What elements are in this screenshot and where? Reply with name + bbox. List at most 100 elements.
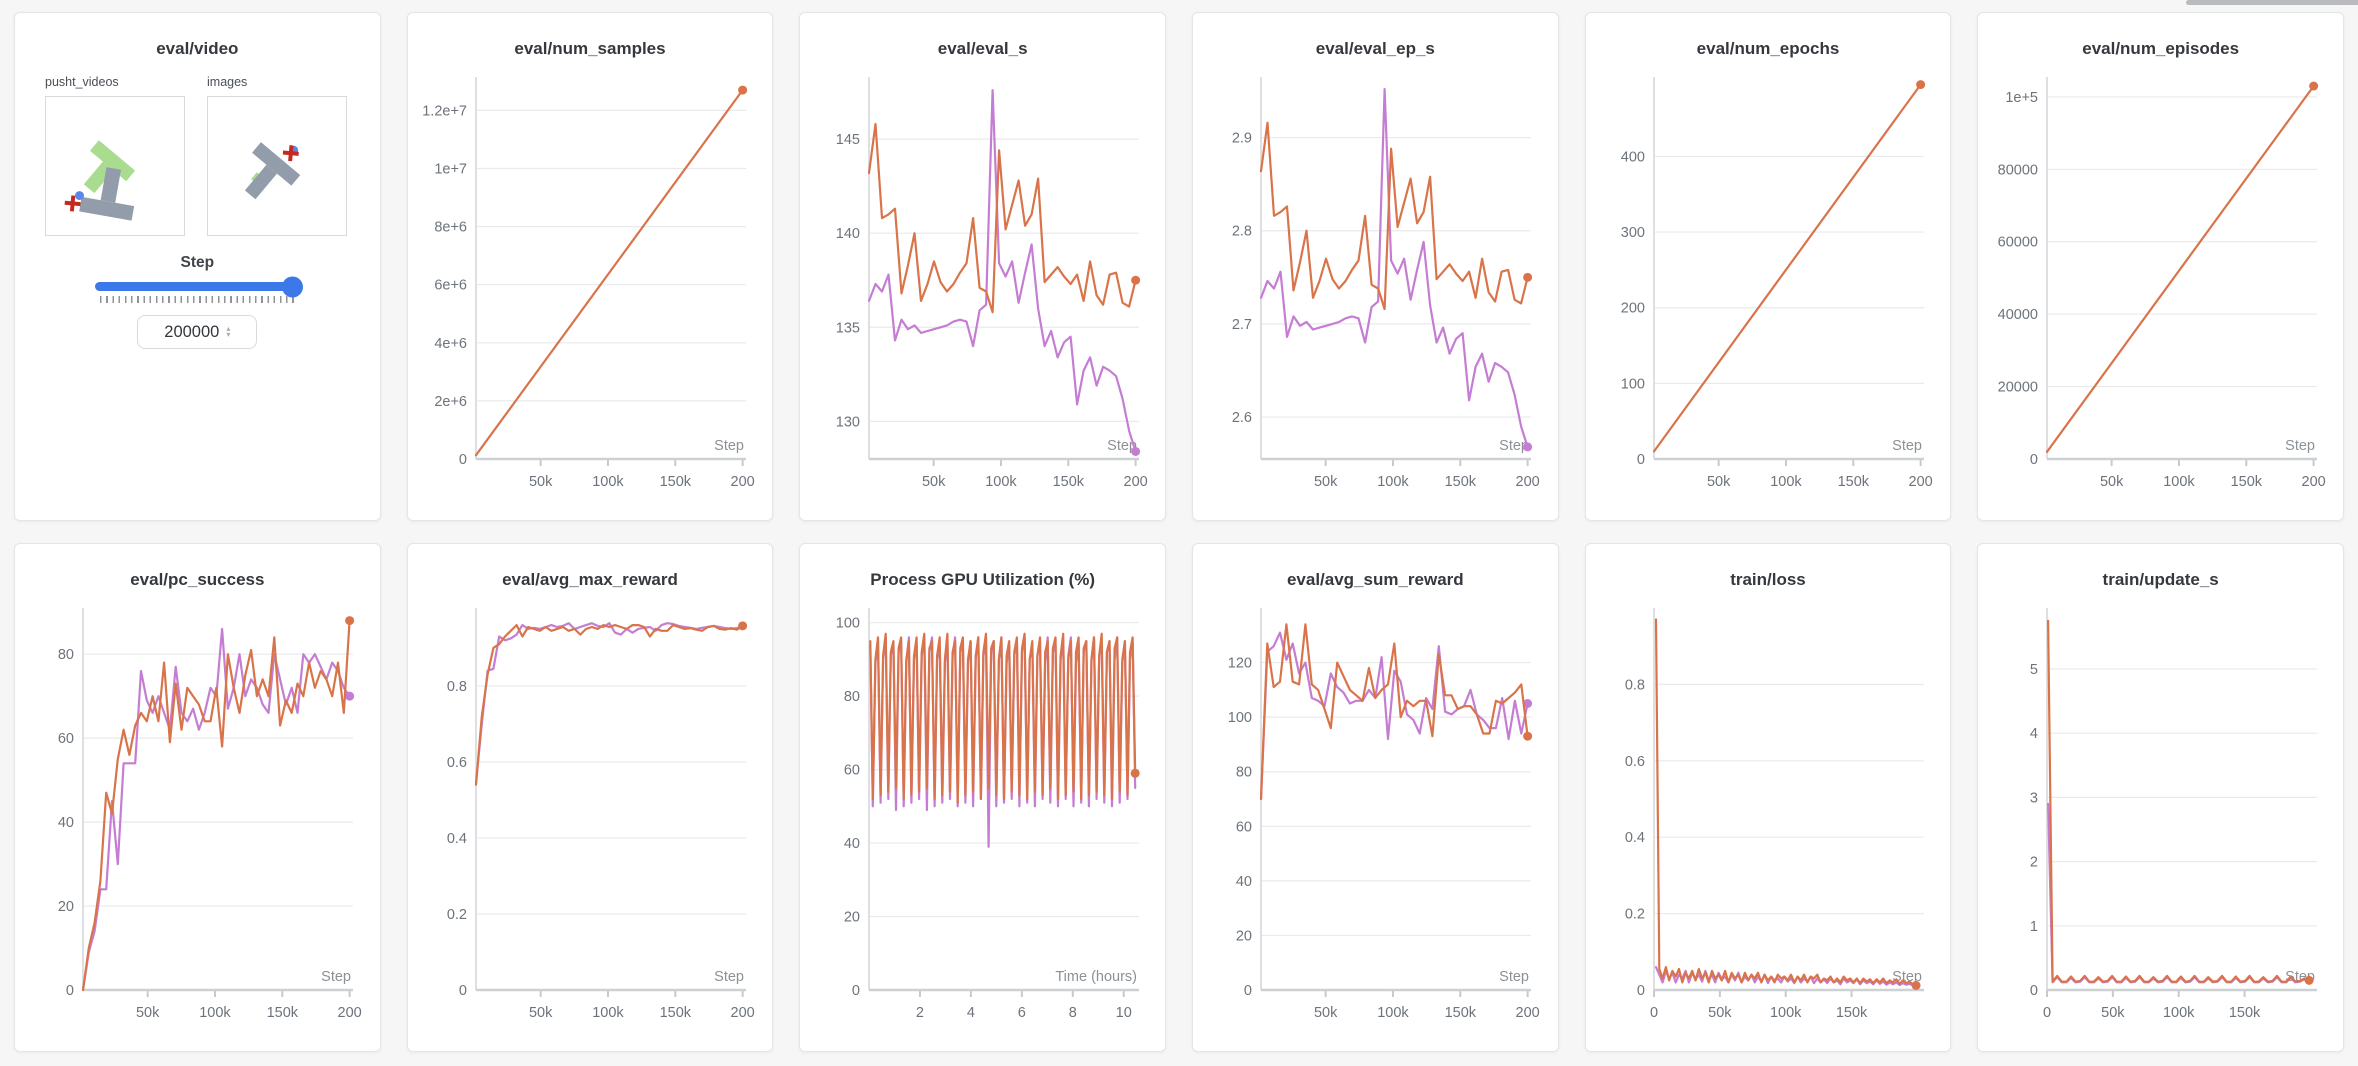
step-slider-thumb[interactable] [282,276,304,297]
svg-text:1.2e+7: 1.2e+7 [422,103,467,119]
step-input[interactable]: 200000 ▴ ▾ [137,315,258,349]
svg-text:0: 0 [1637,452,1645,468]
chart-train-update-s[interactable]: 0 1 2 3 4 5 0 50k 100k 150k Step [1978,594,2343,1040]
chart-title: eval/avg_max_reward [502,570,678,589]
chart-eval-eval-ep-s[interactable]: 2.6 2.7 2.8 2.9 50k 100k 150k 200 Step [1193,63,1558,509]
step-slider-ticks [100,296,295,303]
svg-text:135: 135 [835,320,859,336]
svg-text:2: 2 [916,1005,924,1021]
svg-text:100: 100 [835,616,859,632]
svg-text:0.6: 0.6 [447,755,467,771]
svg-text:80: 80 [1236,765,1252,781]
panel-title: eval/video [156,39,239,58]
svg-text:0: 0 [66,983,74,999]
svg-text:100k: 100k [1770,474,1802,490]
svg-text:100k: 100k [1770,1005,1802,1021]
svg-text:150k: 150k [660,1005,692,1021]
chart-eval-eval-s[interactable]: 130 135 140 145 50k 100k 150k 200 Step [800,63,1165,509]
panel-eval-num-samples: eval/num_samples 0 2e+6 4e+6 6e+6 8e+6 1e+7 1.… [406,12,774,521]
svg-text:1e+7: 1e+7 [434,162,467,178]
svg-text:60: 60 [1236,819,1252,835]
svg-text:10: 10 [1115,1005,1131,1021]
gray-t-shape [244,142,301,200]
step-slider[interactable] [95,276,304,297]
svg-text:2.9: 2.9 [1232,131,1252,147]
svg-text:Step: Step [321,969,351,985]
chart-title: eval/pc_success [130,570,265,589]
media-group-images: images [207,75,347,236]
svg-text:Step: Step [1499,438,1529,454]
chart-gpu-utilization[interactable]: 0 20 40 60 80 100 2 4 6 8 10 Time (hours) [800,594,1165,1040]
panel-train-loss: train/loss 0 0.2 0.4 0.6 0.8 0 50k 100k 150k Step [1584,543,1952,1052]
svg-text:2e+6: 2e+6 [434,394,467,410]
svg-text:0.8: 0.8 [1625,677,1645,693]
step-slider-label: Step [180,254,215,271]
svg-text:0: 0 [1650,1005,1658,1021]
spinner-up-icon[interactable]: ▴ [226,323,231,333]
chart-title: eval/avg_sum_reward [1286,570,1464,589]
chart-eval-pc-success[interactable]: 0 20 40 60 80 50k 100k 150k 200 Step [15,594,380,1040]
svg-text:Step: Step [2285,438,2315,454]
svg-text:Time (hours): Time (hours) [1055,969,1137,985]
pusht-video-preview [64,140,136,221]
svg-text:0.2: 0.2 [447,907,467,923]
svg-text:200: 200 [1909,474,1933,490]
svg-text:100k: 100k [2163,474,2195,490]
svg-text:3: 3 [2030,790,2038,806]
svg-text:0: 0 [2030,452,2038,468]
chart-eval-avg-max-reward[interactable]: 0 0.2 0.4 0.6 0.8 50k 100k 150k 200 Step [408,594,773,1040]
svg-text:0: 0 [2043,1005,2051,1021]
chart-eval-num-samples[interactable]: 0 2e+6 4e+6 6e+6 8e+6 1e+7 1.2e+7 50k 100k 150k 20… [408,63,773,509]
panel-eval-num-episodes: eval/num_episodes 0 20000 40000 60000 80000 1… [1977,12,2344,521]
svg-text:100k: 100k [200,1005,232,1021]
svg-text:40: 40 [1236,874,1252,890]
spinner-down-icon[interactable]: ▾ [226,330,231,339]
chart-title: eval/num_epochs [1696,39,1840,58]
svg-text:4: 4 [967,1005,975,1021]
chart-eval-avg-sum-reward[interactable]: 0 20 40 60 80 100 120 50k 100k 150k 200 Step [1193,594,1558,1040]
svg-text:150k: 150k [267,1005,299,1021]
svg-text:8: 8 [1068,1005,1076,1021]
svg-text:140: 140 [835,226,859,242]
svg-text:200: 200 [338,1005,362,1021]
svg-text:50k: 50k [529,1005,553,1021]
svg-text:60000: 60000 [1997,235,2037,251]
panel-eval-num-epochs: eval/num_epochs 0 100 200 300 400 50k 100k 150k… [1584,12,1952,521]
chart-title: Process GPU Utilization (%) [870,570,1096,589]
svg-text:60: 60 [844,763,860,779]
svg-text:0: 0 [1244,983,1252,999]
svg-text:100k: 100k [592,1005,624,1021]
chart-train-loss[interactable]: 0 0.2 0.4 0.6 0.8 0 50k 100k 150k Step [1586,594,1951,1040]
video-thumbnail-pusht[interactable] [45,96,185,236]
svg-text:40: 40 [58,815,74,831]
chart-eval-num-epochs[interactable]: 0 100 200 300 400 50k 100k 150k 200 Step [1586,63,1951,509]
svg-text:6e+6: 6e+6 [434,278,467,294]
step-input-spinner[interactable]: ▴ ▾ [226,323,231,339]
pusht-image-preview [244,142,301,200]
chart-title: eval/eval_s [937,39,1028,58]
scrollbar-thumb[interactable] [2186,0,2358,5]
chart-eval-num-episodes[interactable]: 0 20000 40000 60000 80000 1e+5 50k 100k 150k 200 S… [1978,63,2343,509]
svg-text:100k: 100k [1378,1005,1410,1021]
panel-eval-eval-s: eval/eval_s 130 135 140 145 50k 100k 150k 200 St… [799,12,1166,521]
svg-text:150k: 150k [1836,1005,1868,1021]
svg-text:4e+6: 4e+6 [434,336,467,352]
gray-t-shape [79,167,135,221]
green-t-shape [83,140,136,194]
svg-text:130: 130 [835,414,859,430]
svg-text:0.4: 0.4 [447,831,467,847]
svg-text:80: 80 [58,647,74,663]
svg-text:150k: 150k [2228,1005,2260,1021]
svg-text:2: 2 [2030,855,2038,871]
image-thumbnail[interactable] [207,96,347,236]
svg-text:0.2: 0.2 [1625,907,1645,923]
svg-text:150k: 150k [2230,474,2262,490]
target-cross-icon [282,145,299,162]
svg-text:80000: 80000 [1997,162,2037,178]
svg-text:200: 200 [1516,1005,1540,1021]
svg-text:2.8: 2.8 [1232,224,1252,240]
chart-title: eval/num_samples [514,39,666,58]
svg-text:2.7: 2.7 [1232,317,1252,333]
svg-text:20000: 20000 [1997,380,2037,396]
